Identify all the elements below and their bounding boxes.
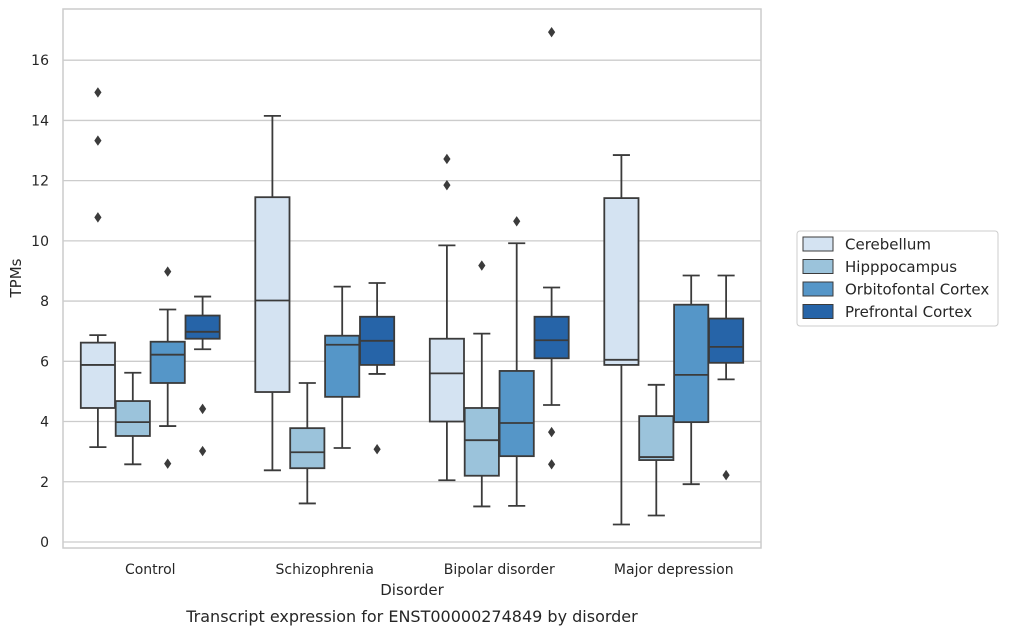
x-axis-title: Disorder	[380, 581, 444, 599]
y-axis-title: TPMs	[7, 258, 25, 298]
y-tick-label: 14	[31, 113, 49, 129]
legend-label: Prefrontal Cortex	[845, 303, 972, 321]
box-iqr	[289, 427, 326, 470]
box-iqr	[184, 314, 221, 340]
plot-area-frame	[62, 8, 762, 549]
box-1-1	[289, 382, 326, 505]
outlier-point	[199, 403, 207, 415]
legend: Cerebellum Hipppocampus Orbitofontal Corte…	[796, 230, 999, 327]
outlier-point	[548, 26, 556, 38]
y-tick-label: 10	[31, 234, 49, 250]
y-tick-label: 2	[40, 475, 49, 491]
box-iqr	[673, 303, 710, 424]
legend-swatch	[802, 304, 834, 319]
box-1-2	[463, 260, 500, 508]
series-group	[149, 216, 710, 507]
box-iqr	[498, 370, 535, 458]
legend-label: Cerebellum	[845, 236, 931, 254]
y-tick-label: 0	[40, 535, 49, 551]
outlier-point	[94, 212, 102, 223]
outlier-point	[373, 444, 381, 455]
box-iqr	[603, 197, 640, 366]
outlier-point	[722, 469, 730, 481]
box-1-3	[638, 383, 675, 517]
box-1-0	[114, 371, 151, 466]
box-3-3	[708, 274, 745, 481]
outlier-point	[513, 216, 521, 227]
box-series	[79, 26, 745, 526]
box-iqr	[149, 340, 186, 384]
legend-swatch	[802, 236, 834, 252]
x-axis-ticks: Control Schizophrenia Bipolar disorder Majo…	[125, 562, 734, 578]
box-2-1	[324, 285, 361, 449]
box-3-1	[359, 282, 396, 455]
outlier-point	[199, 445, 207, 457]
outlier-point	[94, 135, 102, 146]
legend-label: Orbitofontal Cortex	[845, 281, 989, 299]
box-iqr	[463, 407, 500, 477]
box-0-0	[79, 87, 116, 449]
y-tick-label: 6	[40, 354, 49, 370]
x-tick-label: Control	[125, 562, 176, 578]
box-iqr	[114, 400, 151, 437]
series-group	[79, 87, 640, 526]
chart-caption: Transcript expression for ENST0000027484…	[185, 607, 638, 626]
y-tick-label: 4	[40, 415, 49, 431]
x-tick-label: Schizophrenia	[276, 562, 374, 578]
box-iqr	[254, 196, 291, 393]
outlier-point	[478, 260, 486, 271]
y-tick-label: 8	[40, 294, 49, 310]
box-2-2	[498, 216, 535, 507]
outlier-point	[94, 87, 102, 98]
legend-frame	[796, 230, 999, 327]
outlier-point	[443, 179, 451, 191]
box-3-0	[184, 295, 221, 457]
x-tick-label: Major depression	[614, 562, 734, 578]
box-2-0	[149, 266, 186, 469]
outlier-point	[164, 266, 172, 277]
box-iqr	[324, 334, 361, 398]
box-2-3	[673, 274, 710, 486]
box-0-2	[428, 153, 465, 482]
box-iqr	[79, 341, 116, 409]
y-axis-ticks: 0 2 4 6 8 10 12 14 16	[31, 53, 49, 551]
legend-label: Hipppocampus	[845, 258, 957, 276]
y-tick-label: 12	[31, 174, 49, 190]
outlier-point	[548, 426, 556, 438]
series-group	[184, 26, 745, 481]
legend-swatch	[802, 281, 834, 297]
outlier-point	[548, 459, 556, 470]
box-0-3	[603, 154, 640, 526]
box-iqr	[428, 337, 465, 423]
outlier-point	[164, 458, 172, 469]
box-3-2	[533, 26, 570, 470]
box-iqr	[708, 317, 745, 364]
outlier-point	[443, 153, 451, 165]
x-tick-label: Bipolar disorder	[444, 562, 555, 578]
box-0-1	[254, 114, 291, 472]
y-tick-label: 16	[31, 53, 49, 69]
box-iqr	[638, 415, 675, 461]
legend-swatch	[802, 259, 834, 274]
box-iqr	[533, 315, 570, 360]
series-group	[114, 260, 675, 517]
